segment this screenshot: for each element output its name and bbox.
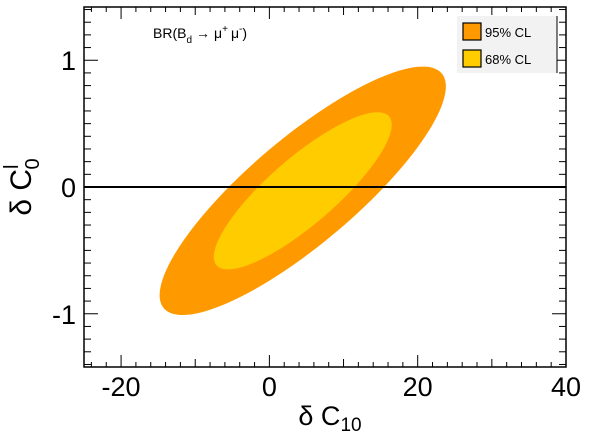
x-tick-labels: -20 0 20 40 bbox=[102, 372, 581, 402]
annotation-sup1: + bbox=[222, 24, 228, 35]
annotation-sub: d bbox=[186, 35, 192, 46]
chart-annotation: BR(Bd → μ+ μ-) bbox=[153, 24, 247, 46]
region-68-cl bbox=[213, 112, 392, 270]
legend-label-68: 68% CL bbox=[485, 52, 531, 67]
y-axis-title: δ Cl0 bbox=[1, 158, 44, 215]
y-tick-label: 1 bbox=[61, 46, 76, 76]
annotation-mu2: μ bbox=[231, 25, 239, 41]
x-axis-title-main: δ C bbox=[298, 401, 340, 431]
annotation-sup2: - bbox=[239, 24, 242, 35]
legend-swatch-95 bbox=[462, 22, 482, 41]
y-axis-title-sup: l bbox=[1, 164, 23, 168]
y-tick-label: 0 bbox=[61, 173, 76, 203]
y-tick-label: -1 bbox=[52, 300, 76, 330]
plot-frame bbox=[83, 6, 567, 368]
annotation-mu1: μ bbox=[214, 25, 222, 41]
confidence-regions bbox=[159, 66, 446, 316]
y-axis-title-sub: 0 bbox=[22, 158, 44, 169]
x-axis-title-sub: 10 bbox=[340, 415, 361, 432]
x-axis-title: δ C10 bbox=[298, 401, 361, 432]
annotation-arrow: → bbox=[196, 25, 210, 41]
axis-ticks bbox=[84, 7, 567, 367]
legend-label-95: 95% CL bbox=[485, 25, 531, 40]
annotation-suffix: ) bbox=[242, 25, 247, 41]
legend-swatch-68 bbox=[462, 49, 482, 68]
y-axis-title-main: δ C bbox=[5, 169, 38, 216]
x-tick-label: 20 bbox=[403, 372, 433, 402]
x-tick-label: -20 bbox=[102, 372, 141, 402]
y-tick-labels: -1 0 1 bbox=[52, 46, 76, 330]
x-tick-label: 0 bbox=[262, 372, 277, 402]
x-tick-label: 40 bbox=[551, 372, 581, 402]
legend: 95% CL 68% CL bbox=[457, 16, 558, 73]
annotation-prefix: BR(B bbox=[153, 25, 186, 41]
